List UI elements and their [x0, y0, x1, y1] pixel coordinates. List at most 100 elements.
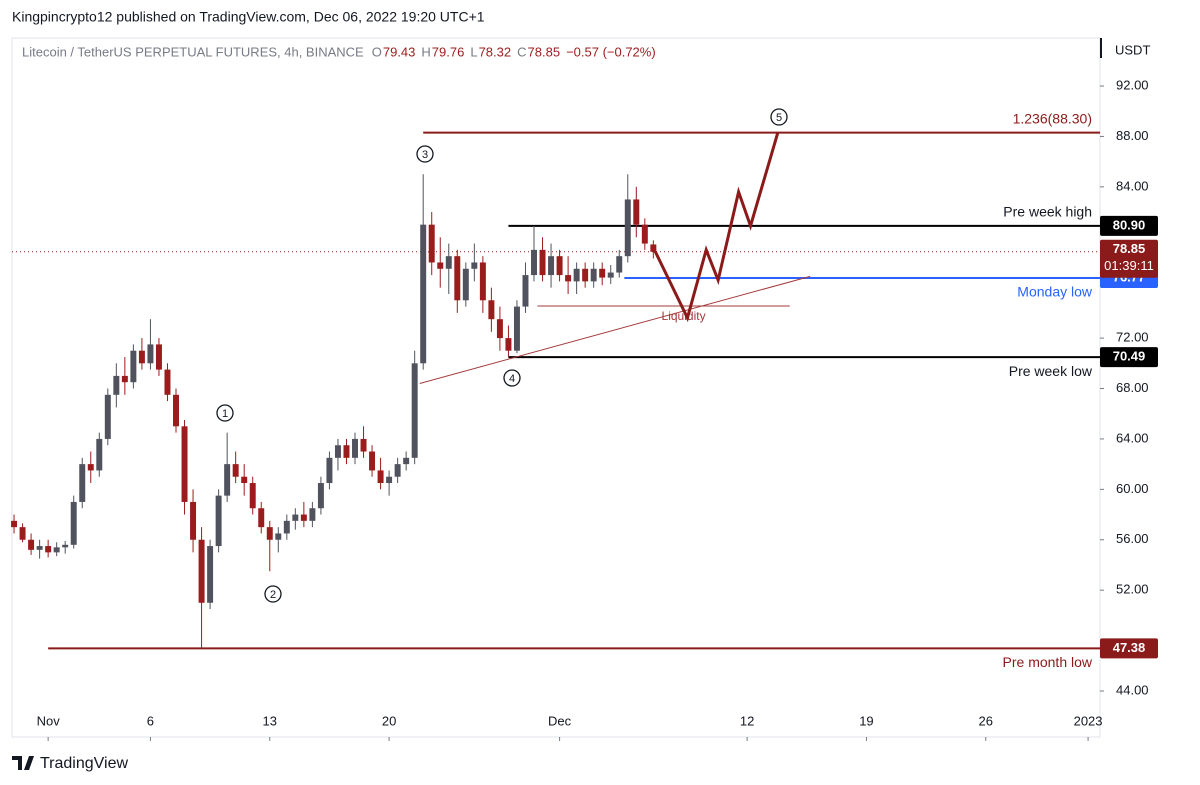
candle-body [207, 546, 214, 603]
logo-mark [12, 756, 34, 770]
candle-body [633, 199, 640, 225]
candle-body [386, 476, 393, 484]
wave-number: 5 [776, 112, 782, 124]
countdown: 01:39:11 [1104, 258, 1154, 273]
candle-body [104, 394, 111, 439]
candle-body [79, 464, 86, 502]
candle-body [334, 445, 341, 458]
header-text: −0.57 (−0.72%) [566, 44, 656, 59]
candle-body [479, 262, 486, 301]
candle-body [420, 224, 427, 364]
wave-number: 1 [222, 408, 228, 420]
level-text: 1.236(88.30) [1013, 110, 1092, 126]
candle-body [650, 244, 657, 252]
header-text: Litecoin / TetherUS PERPETUAL FUTURES, 4… [22, 44, 364, 59]
price-badge [1100, 347, 1158, 368]
header-text: 78.32 [479, 44, 512, 59]
y-tick-label: 60.00 [1116, 481, 1149, 496]
y-tick-label: 92.00 [1116, 77, 1149, 92]
price-badge [1100, 638, 1158, 659]
x-tick-label: 20 [382, 713, 396, 728]
level-text: Pre month low [1003, 654, 1093, 670]
y-tick-label: 52.00 [1116, 582, 1149, 597]
wave-label: 4 [503, 369, 521, 387]
wave-circle [216, 404, 234, 422]
header-text: L [470, 44, 477, 59]
y-tick-label: 64.00 [1116, 430, 1149, 445]
candle-body [300, 514, 307, 521]
candle-body [573, 268, 580, 282]
candle-body [96, 438, 103, 471]
candle-body [403, 457, 410, 465]
candle-body [283, 520, 290, 534]
x-tick-label: 26 [979, 713, 993, 728]
candle-body [70, 501, 77, 545]
x-tick-label: Dec [548, 713, 572, 728]
candle-body [198, 539, 205, 603]
x-tick-label: 2023 [1074, 713, 1103, 728]
wave-circle [264, 585, 282, 603]
candle-body [266, 527, 273, 540]
logo: TradingView [12, 755, 128, 772]
candle-body [454, 256, 461, 301]
price-badge-label: 47.38 [1113, 640, 1146, 655]
candle-body [53, 547, 60, 553]
candle-body [582, 268, 589, 282]
x-tick-label: Nov [37, 713, 61, 728]
candle-body [624, 199, 631, 257]
candle-body [87, 464, 94, 471]
y-tick-label: 84.00 [1116, 178, 1149, 193]
y-tick-label: 68.00 [1116, 380, 1149, 395]
wave-number: 2 [270, 589, 276, 601]
y-tick-label: 44.00 [1116, 682, 1149, 697]
candle-body [522, 275, 529, 307]
candle-body [360, 438, 367, 452]
header-text: C [517, 44, 526, 59]
candle-body [275, 533, 282, 540]
candle-body [164, 369, 171, 395]
candle-body [437, 262, 444, 269]
candle-body [496, 319, 503, 339]
candle-body [309, 508, 316, 521]
projection-path [653, 132, 780, 323]
candle-body [565, 275, 572, 282]
x-tick-label: 13 [263, 713, 277, 728]
level-text: Monday low [1017, 284, 1093, 300]
candle-body [249, 483, 256, 509]
wave-label: 5 [770, 108, 788, 126]
brand: TradingView [40, 755, 128, 772]
candle-body [599, 268, 606, 278]
candle-body [513, 306, 520, 351]
current-price-badge [1100, 239, 1158, 278]
candle-body [352, 438, 358, 458]
y-tick-label: 56.00 [1116, 531, 1149, 546]
candle-body [590, 268, 597, 282]
wave-circle [770, 108, 788, 126]
candle-body [11, 520, 18, 528]
price-badge [1100, 215, 1158, 236]
candle-body [505, 338, 512, 351]
wave-label: 1 [216, 404, 234, 422]
current-price-label: 78.85 [1113, 241, 1146, 256]
candle-body [539, 249, 546, 276]
candle-body [62, 544, 69, 548]
candle-body [181, 426, 188, 502]
candle-body [121, 375, 128, 383]
candle-body [462, 268, 469, 301]
candle-body [641, 224, 648, 244]
plot-frame [11, 37, 1101, 738]
y-tick-label: 88.00 [1116, 128, 1149, 143]
price-badge-label: 70.49 [1113, 349, 1146, 364]
wave-label: 3 [416, 145, 434, 163]
candle-body [28, 539, 35, 550]
header-text: 79.76 [432, 44, 465, 59]
candle-body [343, 445, 350, 458]
candle-body [411, 363, 418, 458]
price-badge-label: 80.90 [1113, 217, 1146, 232]
candle-body [616, 256, 623, 273]
y-axis-label: USDT [1115, 42, 1150, 57]
wave-circle [416, 145, 434, 163]
